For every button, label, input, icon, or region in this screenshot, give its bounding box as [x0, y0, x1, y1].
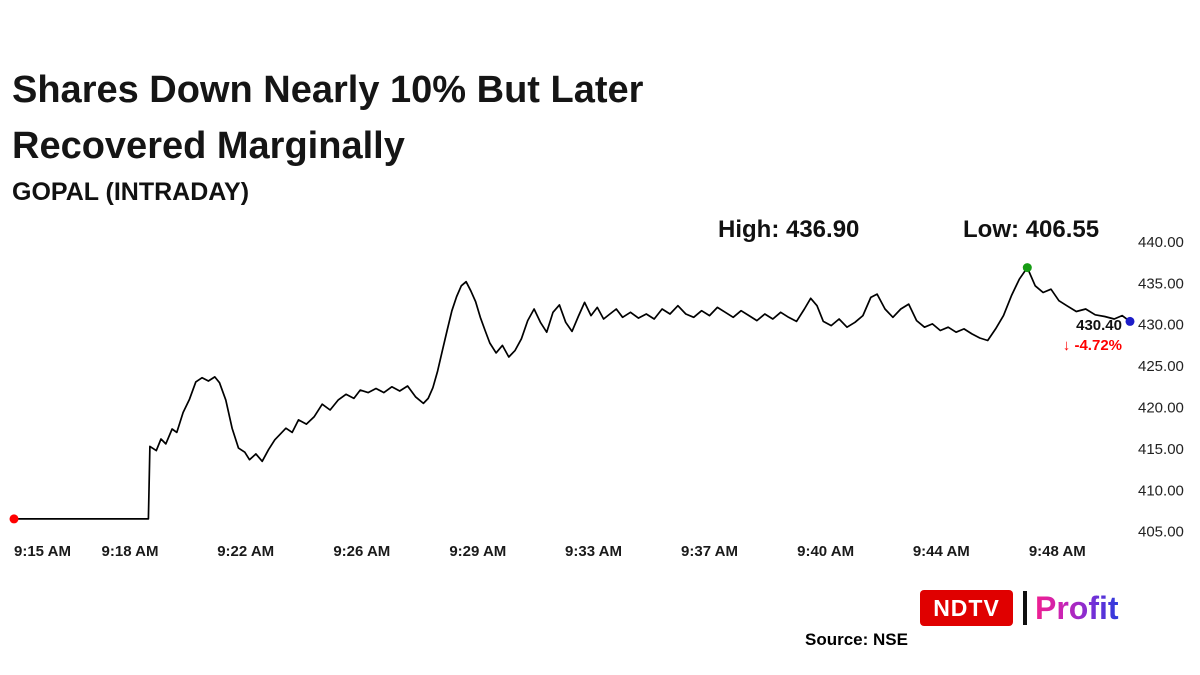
page-title: Shares Down Nearly 10% But Later Recover…	[12, 62, 643, 174]
ndtv-logo: NDTV	[920, 590, 1013, 626]
x-axis-label: 9:29 AM	[449, 543, 506, 560]
high-annotation: High: 436.90	[718, 216, 860, 243]
x-axis-label: 9:40 AM	[797, 543, 854, 560]
title-line-1: Shares Down Nearly 10% But Later	[12, 69, 644, 111]
last-marker	[1125, 316, 1135, 326]
y-axis-label: 415.00	[1138, 441, 1184, 458]
last-price-value: 430.40	[1076, 317, 1122, 334]
x-axis-label: 9:18 AM	[102, 543, 159, 560]
y-axis-label: 425.00	[1138, 358, 1184, 375]
y-axis-label: 420.00	[1138, 400, 1184, 417]
change-percent: -4.72%	[1074, 337, 1122, 354]
ndtv-logo-text: NDTV	[933, 594, 1000, 621]
y-axis-label: 410.00	[1138, 482, 1184, 499]
low-annotation: Low: 406.55	[963, 216, 1100, 243]
high-marker	[1022, 263, 1032, 273]
open-marker	[9, 514, 19, 524]
last-price-label: 430.40 ↓ -4.72%	[1004, 317, 1122, 354]
last-price-change: ↓ -4.72%	[1004, 337, 1122, 354]
down-arrow-icon: ↓	[1062, 337, 1071, 354]
logo-divider	[1023, 591, 1027, 625]
source-text: Source: NSE	[805, 630, 908, 649]
y-axis-label: 440.00	[1138, 234, 1184, 251]
x-axis-label: 9:26 AM	[333, 543, 390, 560]
y-axis-label: 435.00	[1138, 275, 1184, 292]
x-axis-label: 9:33 AM	[565, 543, 622, 560]
y-axis-label: 430.00	[1138, 317, 1184, 334]
x-axis-label: 9:37 AM	[681, 543, 738, 560]
price-line	[13, 266, 1131, 520]
x-axis-label: 9:48 AM	[1029, 543, 1086, 560]
x-axis-label: 9:22 AM	[217, 543, 274, 560]
chart-subtitle: GOPAL (INTRADAY)	[12, 178, 250, 206]
brand-footer: NDTV Profit	[920, 588, 1119, 628]
x-axis-label: 9:15 AM	[14, 543, 71, 560]
price-line-chart: 440.00 435.00 430.00 425.00 420.00 415.00 410.…	[9, 234, 1184, 560]
profit-logo: Profit	[1035, 589, 1119, 626]
x-axis-label: 9:44 AM	[913, 543, 970, 560]
title-line-2: Recovered Marginally	[12, 125, 405, 167]
y-axis-label: 405.00	[1138, 524, 1184, 541]
